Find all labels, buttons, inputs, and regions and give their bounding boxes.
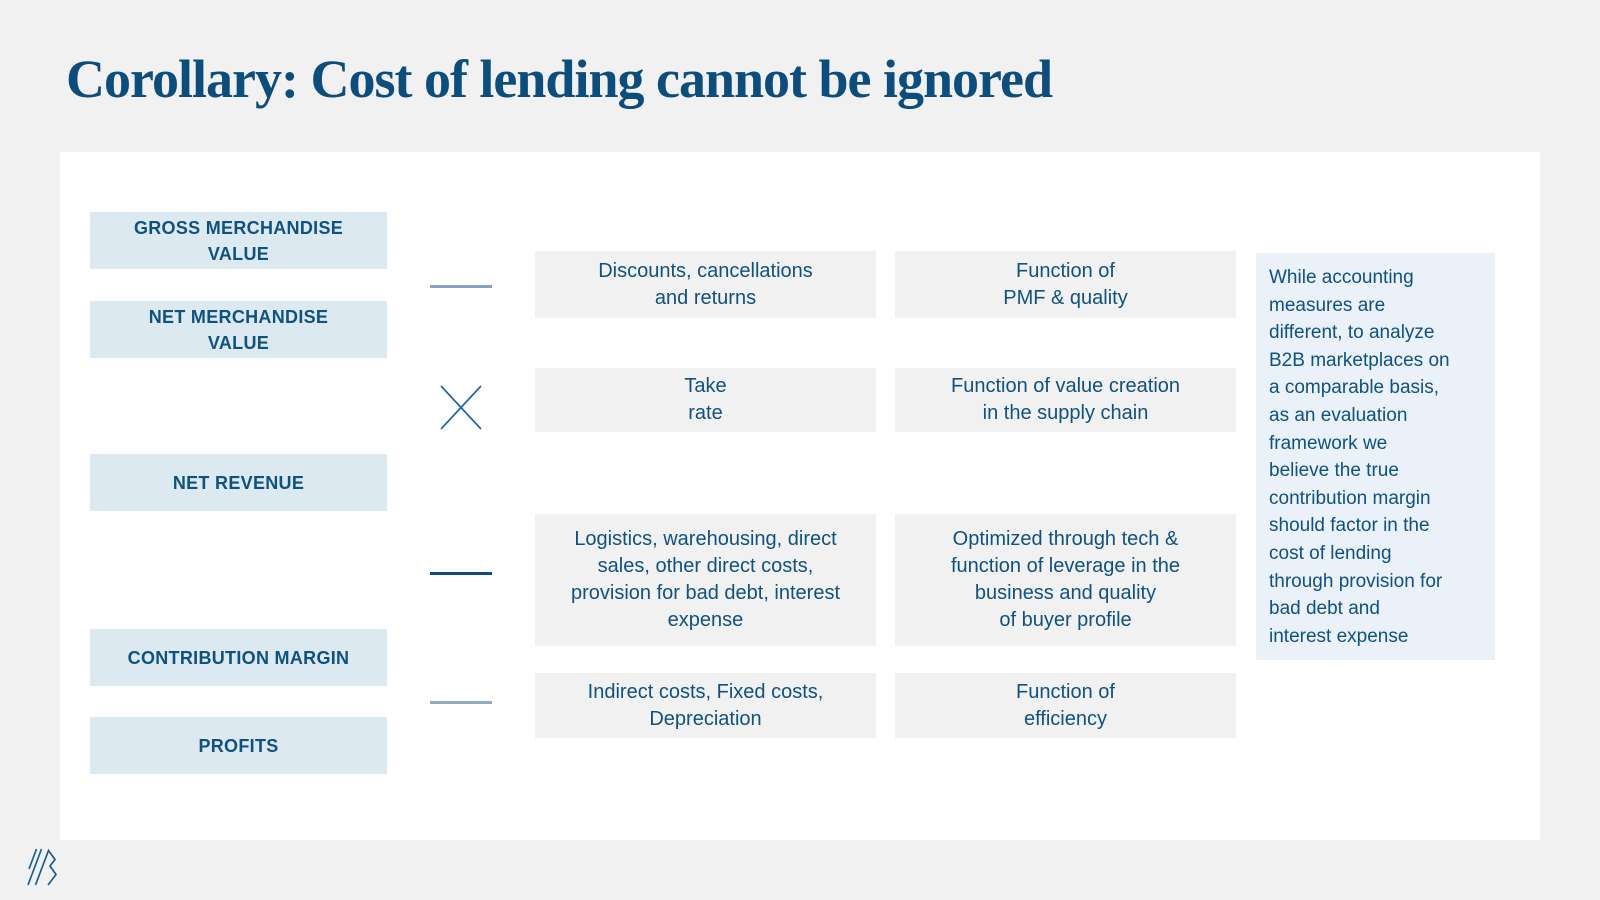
deduction-box-take-rate: Take rate (535, 368, 876, 432)
multiply-operator-icon (440, 385, 482, 430)
deduction-box-direct-costs: Logistics, warehousing, direct sales, ot… (535, 514, 876, 646)
driver-text: Function of PMF & quality (1003, 259, 1128, 309)
metric-box-net-merchandise-value: NET MERCHANDISE VALUE (90, 301, 387, 358)
metric-box-gross-merchandise-value: GROSS MERCHANDISE VALUE (90, 212, 387, 269)
driver-text: Function of value creation in the supply… (950, 375, 1181, 424)
metric-label: GROSS MERCHANDISE VALUE (133, 217, 344, 264)
metric-label: NET MERCHANDISE VALUE (148, 306, 329, 353)
metric-label: NET REVENUE (172, 472, 305, 493)
note-box: While accounting measures are different,… (1256, 253, 1495, 660)
deduction-box-indirect-costs: Indirect costs, Fixed costs, Depreciatio… (535, 673, 876, 738)
company-logo-icon (27, 848, 58, 886)
minus-operator-icon (430, 285, 492, 288)
minus-operator-icon (430, 572, 492, 575)
driver-box-pmf-quality: Function of PMF & quality (895, 251, 1236, 318)
metric-label: CONTRIBUTION MARGIN (127, 647, 350, 668)
driver-box-efficiency: Function of efficiency (895, 673, 1236, 738)
metric-box-net-revenue: NET REVENUE (90, 454, 387, 511)
metric-box-contribution-margin: CONTRIBUTION MARGIN (90, 629, 387, 686)
deduction-text: Indirect costs, Fixed costs, Depreciatio… (587, 680, 824, 730)
deduction-text: Discounts, cancellations and returns (598, 259, 813, 309)
deduction-text: Logistics, warehousing, direct sales, ot… (570, 528, 841, 631)
slide-title: Corollary: Cost of lending cannot be ign… (66, 49, 1053, 109)
metric-box-profits: PROFITS (90, 717, 387, 774)
minus-operator-icon (430, 701, 492, 704)
deduction-box-discounts: Discounts, cancellations and returns (535, 251, 876, 318)
driver-text: Optimized through tech & function of lev… (950, 528, 1181, 631)
note-text: While accounting measures are different,… (1269, 267, 1450, 647)
driver-box-value-creation: Function of value creation in the supply… (895, 368, 1236, 432)
driver-text: Function of efficiency (1016, 680, 1115, 730)
deduction-text: Take rate (684, 375, 727, 424)
driver-box-leverage: Optimized through tech & function of lev… (895, 514, 1236, 646)
metric-label: PROFITS (198, 735, 279, 756)
